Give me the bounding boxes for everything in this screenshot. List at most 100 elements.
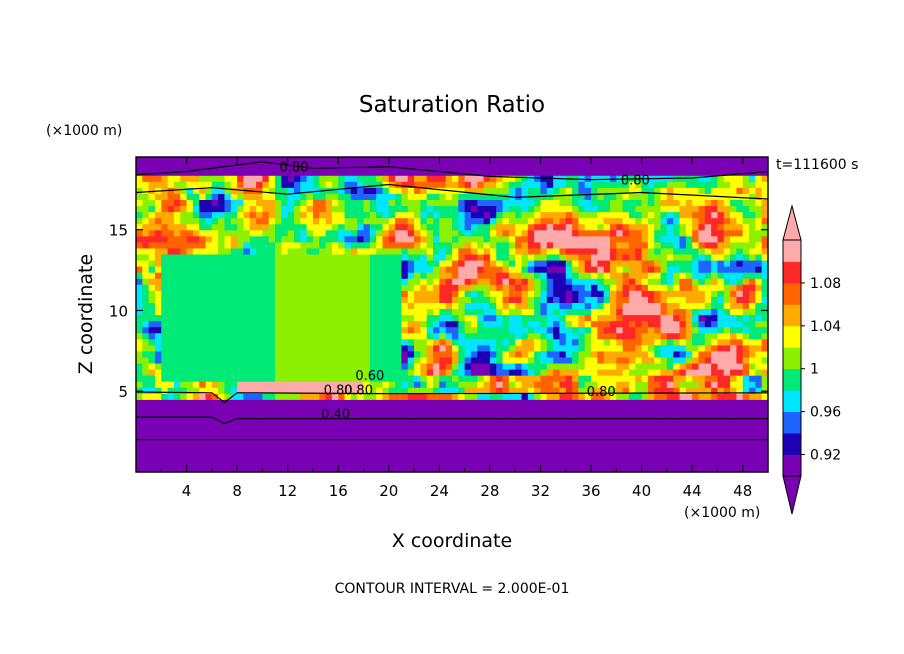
field-cell: [654, 272, 661, 279]
field-cell: [680, 157, 687, 164]
field-cell: [376, 454, 383, 461]
field-cell: [231, 363, 238, 370]
field-cell: [610, 278, 617, 285]
field-cell: [180, 296, 187, 303]
field-cell: [382, 448, 389, 455]
field-cell: [313, 290, 320, 297]
field-cell: [161, 296, 168, 303]
field-cell: [414, 430, 421, 437]
field-cell: [654, 381, 661, 388]
field-cell: [692, 448, 699, 455]
field-cell: [698, 369, 705, 376]
field-cell: [256, 442, 263, 449]
field-cell: [376, 290, 383, 297]
field-cell: [452, 163, 459, 170]
field-cell: [376, 357, 383, 364]
field-cell: [654, 460, 661, 467]
field-cell: [382, 212, 389, 219]
field-cell: [180, 351, 187, 358]
field-cell: [351, 357, 358, 364]
field-cell: [313, 260, 320, 267]
field-cell: [534, 230, 541, 237]
field-cell: [382, 454, 389, 461]
field-cell: [654, 254, 661, 261]
field-cell: [509, 242, 516, 249]
field-cell: [692, 296, 699, 303]
field-cell: [465, 272, 472, 279]
field-cell: [370, 308, 377, 315]
field-cell: [736, 357, 743, 364]
field-cell: [281, 345, 288, 352]
field-cell: [572, 284, 579, 291]
field-cell: [376, 272, 383, 279]
field-cell: [730, 333, 737, 340]
field-cell: [705, 333, 712, 340]
field-cell: [661, 248, 668, 255]
field-cell: [338, 254, 345, 261]
field-cell: [515, 187, 522, 194]
field-cell: [427, 175, 434, 182]
field-cell: [332, 430, 339, 437]
field-cell: [673, 436, 680, 443]
field-cell: [326, 163, 333, 170]
field-cell: [307, 248, 314, 255]
field-cell: [452, 272, 459, 279]
field-cell: [275, 296, 282, 303]
field-cell: [616, 218, 623, 225]
field-cell: [496, 454, 503, 461]
field-cell: [319, 236, 326, 243]
field-cell: [465, 327, 472, 334]
field-cell: [509, 411, 516, 418]
field-cell: [237, 381, 244, 388]
field-cell: [635, 454, 642, 461]
field-cell: [698, 296, 705, 303]
field-cell: [408, 375, 415, 382]
field-cell: [648, 357, 655, 364]
field-cell: [275, 224, 282, 231]
field-cell: [705, 442, 712, 449]
field-cell: [667, 333, 674, 340]
field-cell: [294, 442, 301, 449]
field-cell: [307, 224, 314, 231]
field-cell: [389, 272, 396, 279]
field-cell: [174, 448, 181, 455]
field-cell: [503, 284, 510, 291]
field-cell: [540, 199, 547, 206]
field-cell: [534, 248, 541, 255]
field-cell: [578, 260, 585, 267]
field-cell: [439, 442, 446, 449]
field-cell: [142, 181, 149, 188]
field-cell: [452, 236, 459, 243]
field-cell: [458, 278, 465, 285]
field-cell: [591, 454, 598, 461]
field-cell: [288, 205, 295, 212]
field-cell: [395, 290, 402, 297]
field-cell: [294, 218, 301, 225]
field-cell: [509, 357, 516, 364]
field-cell: [654, 321, 661, 328]
field-cell: [534, 284, 541, 291]
field-cell: [610, 363, 617, 370]
field-cell: [136, 345, 143, 352]
field-cell: [370, 399, 377, 406]
field-cell: [212, 369, 219, 376]
field-cell: [256, 460, 263, 467]
field-cell: [458, 236, 465, 243]
field-cell: [155, 302, 162, 309]
field-cell: [654, 169, 661, 176]
field-cell: [364, 448, 371, 455]
field-cell: [256, 302, 263, 309]
field-cell: [465, 278, 472, 285]
field-cell: [629, 254, 636, 261]
field-cell: [610, 321, 617, 328]
field-cell: [452, 248, 459, 255]
field-cell: [484, 181, 491, 188]
field-cell: [420, 212, 427, 219]
field-cell: [692, 411, 699, 418]
field-cell: [566, 411, 573, 418]
field-cell: [623, 448, 630, 455]
field-cell: [300, 375, 307, 382]
field-cell: [237, 448, 244, 455]
field-cell: [256, 327, 263, 334]
field-cell: [528, 218, 535, 225]
